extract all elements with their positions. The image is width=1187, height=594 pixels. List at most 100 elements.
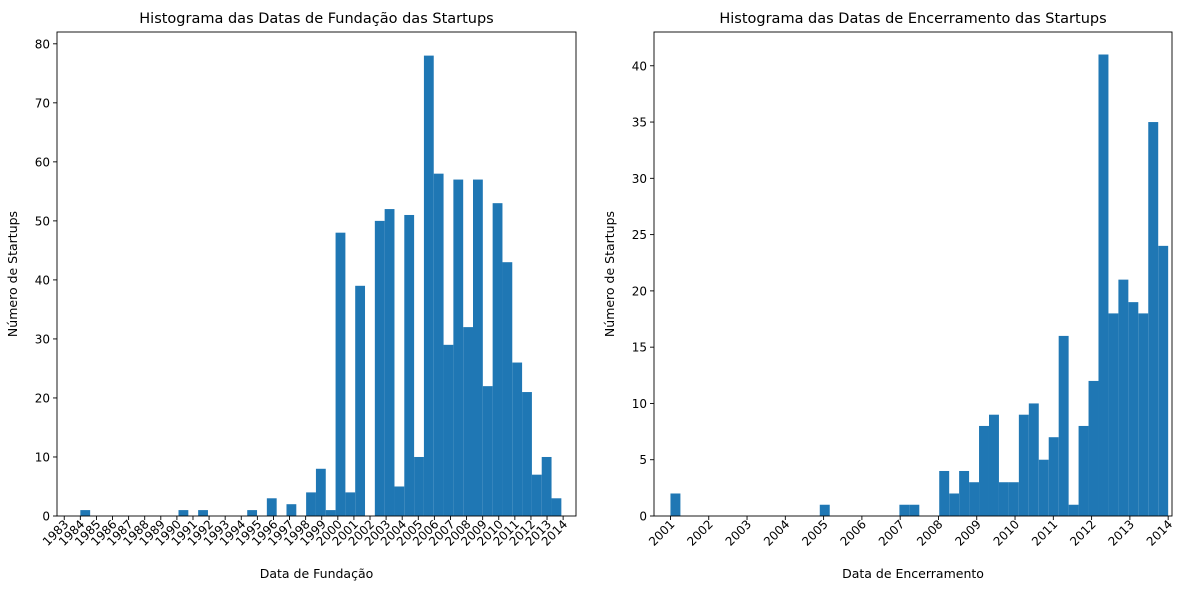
bar [433,173,444,516]
bar [551,498,562,516]
y-tick-label: 40 [632,59,647,73]
bar [198,510,208,516]
bar [404,214,415,517]
bar [1158,245,1169,517]
bar [909,504,920,516]
bar [1048,437,1059,516]
bars [80,55,562,517]
y-tick-label: 0 [42,510,50,524]
y-tick-label: 10 [632,397,647,411]
bar [989,414,999,516]
y-tick-label: 30 [632,172,647,186]
bar [819,504,830,516]
bar [453,179,464,516]
bar [670,493,681,516]
bar [541,456,552,516]
chart-1: 0102030405060708019831984198519861987198… [5,11,577,581]
y-tick-label: 60 [35,155,50,169]
axes-frame [56,31,577,517]
bar [1028,403,1039,516]
bar [1118,279,1129,516]
chart-title: Histograma das Datas de Encerramento das… [719,11,1106,27]
y-axis-label: Número de Startups [602,211,617,337]
y-tick-label: 25 [632,228,647,242]
bar [969,482,980,516]
x-tick-label: 2007 [876,517,907,548]
x-tick-label: 2004 [761,517,792,548]
bar [1128,302,1139,516]
x-tick-label: 2012 [1067,517,1098,548]
y-tick-label: 20 [35,391,50,405]
bar [178,510,189,516]
bar [1068,504,1079,516]
y-tick-label: 20 [632,284,647,298]
bar [325,510,336,516]
y-tick-label: 5 [639,453,647,467]
bar [1058,335,1069,516]
y-tick-label: 30 [35,332,50,346]
chart-2: 0 5 10 15 20 25 30 35 40 2001 2002 2003 2004 2005 2006… [602,11,1175,581]
x-tick-label: 2005 [799,517,830,548]
bar [80,510,91,516]
y-tick-label: 0 [639,510,647,524]
bar [959,470,970,516]
y-tick-label: 50 [35,214,50,228]
bar [492,203,503,517]
bar [512,362,523,516]
bar [414,456,424,516]
bar [899,504,910,516]
bar [998,482,1009,516]
y-tick-label: 70 [35,96,50,110]
x-tick-label: 2008 [914,517,945,548]
bar [1088,380,1099,516]
bar [345,492,356,516]
y-tick-label: 35 [632,116,647,130]
x-axis-label: Data de Encerramento [842,566,984,581]
bar [443,344,454,516]
axes-frame [653,31,1173,517]
x-tick-label: 2001 [646,517,677,548]
bar [1148,122,1159,517]
x-tick-label: 2011 [1029,517,1060,548]
x-tick-label: 2009 [952,517,983,548]
bar [247,510,258,516]
bar [1078,425,1089,516]
bar [473,179,483,516]
bar [1008,482,1019,516]
bar [306,492,316,516]
bar [939,470,950,516]
bar [374,220,385,516]
x-tick-label: 2003 [723,517,754,548]
x-tick-label: 2014 [1144,517,1175,548]
bar [335,232,346,516]
bar [315,468,326,516]
x-tick-label: 2002 [684,517,715,548]
bar [286,504,297,516]
y-tick-label: 15 [632,341,647,355]
bar [502,262,513,516]
x-tick-label: 2006 [838,517,869,548]
bar [423,55,434,517]
bar [266,498,277,516]
chart-title: Histograma das Datas de Fundação das Sta… [139,11,493,27]
bar [482,386,493,516]
y-tick-label: 40 [35,273,50,287]
bar [522,392,532,516]
bar [531,474,542,516]
bar [394,486,405,516]
x-axis-label: Data de Fundação [260,566,374,581]
y-tick-label: 80 [35,37,50,51]
bar [1038,459,1049,516]
y-axis-label: Número de Startups [5,211,20,337]
x-tick-label: 2010 [991,517,1022,548]
bar [463,327,474,516]
bar [1138,313,1149,516]
bar [384,209,395,516]
bars [670,54,1169,517]
bar [979,425,989,516]
bar [355,285,366,516]
x-tick-label: 2013 [1106,517,1137,548]
bar [1098,54,1109,516]
